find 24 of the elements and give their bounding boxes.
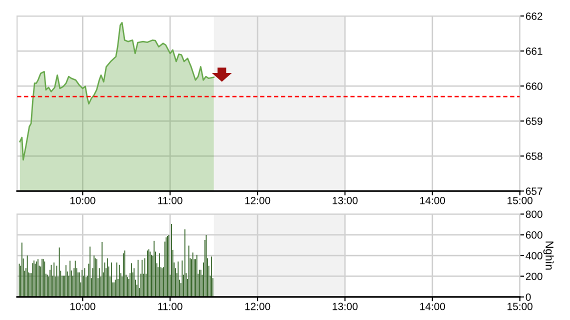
y-tick-label: 600 bbox=[526, 231, 542, 239]
y-tick-label: 0 bbox=[526, 293, 531, 301]
y-tick-label: 800 bbox=[526, 210, 542, 218]
x-tick-label: 11:00 bbox=[158, 196, 182, 204]
x-tick-label: 14:00 bbox=[420, 302, 446, 310]
x-tick-label: 10:00 bbox=[70, 196, 96, 204]
y-tick-label: 659 bbox=[526, 118, 542, 125]
y-tick-label: 400 bbox=[526, 252, 542, 260]
y-tick-label: 200 bbox=[526, 272, 542, 280]
x-tick-label: 14:00 bbox=[420, 196, 446, 204]
x-tick-label: 10:00 bbox=[70, 302, 96, 310]
y-tick-label: 658 bbox=[526, 152, 542, 160]
x-tick-label: 12:00 bbox=[245, 302, 270, 310]
x-tick-label: 15:00 bbox=[508, 196, 532, 204]
y-tick-label: 660 bbox=[526, 82, 542, 90]
x-tick-label: 13:00 bbox=[332, 302, 358, 310]
y-tick-label: 662 bbox=[526, 12, 542, 20]
x-tick-label: 11:00 bbox=[158, 302, 182, 310]
y-tick-label: 657 bbox=[526, 188, 542, 195]
x-tick-label: 15:00 bbox=[508, 302, 532, 310]
x-tick-label: 12:00 bbox=[245, 196, 270, 204]
y-axis-title: Nghìn bbox=[543, 242, 554, 270]
x-tick-label: 13:00 bbox=[332, 196, 358, 204]
y-tick-label: 661 bbox=[526, 48, 542, 55]
